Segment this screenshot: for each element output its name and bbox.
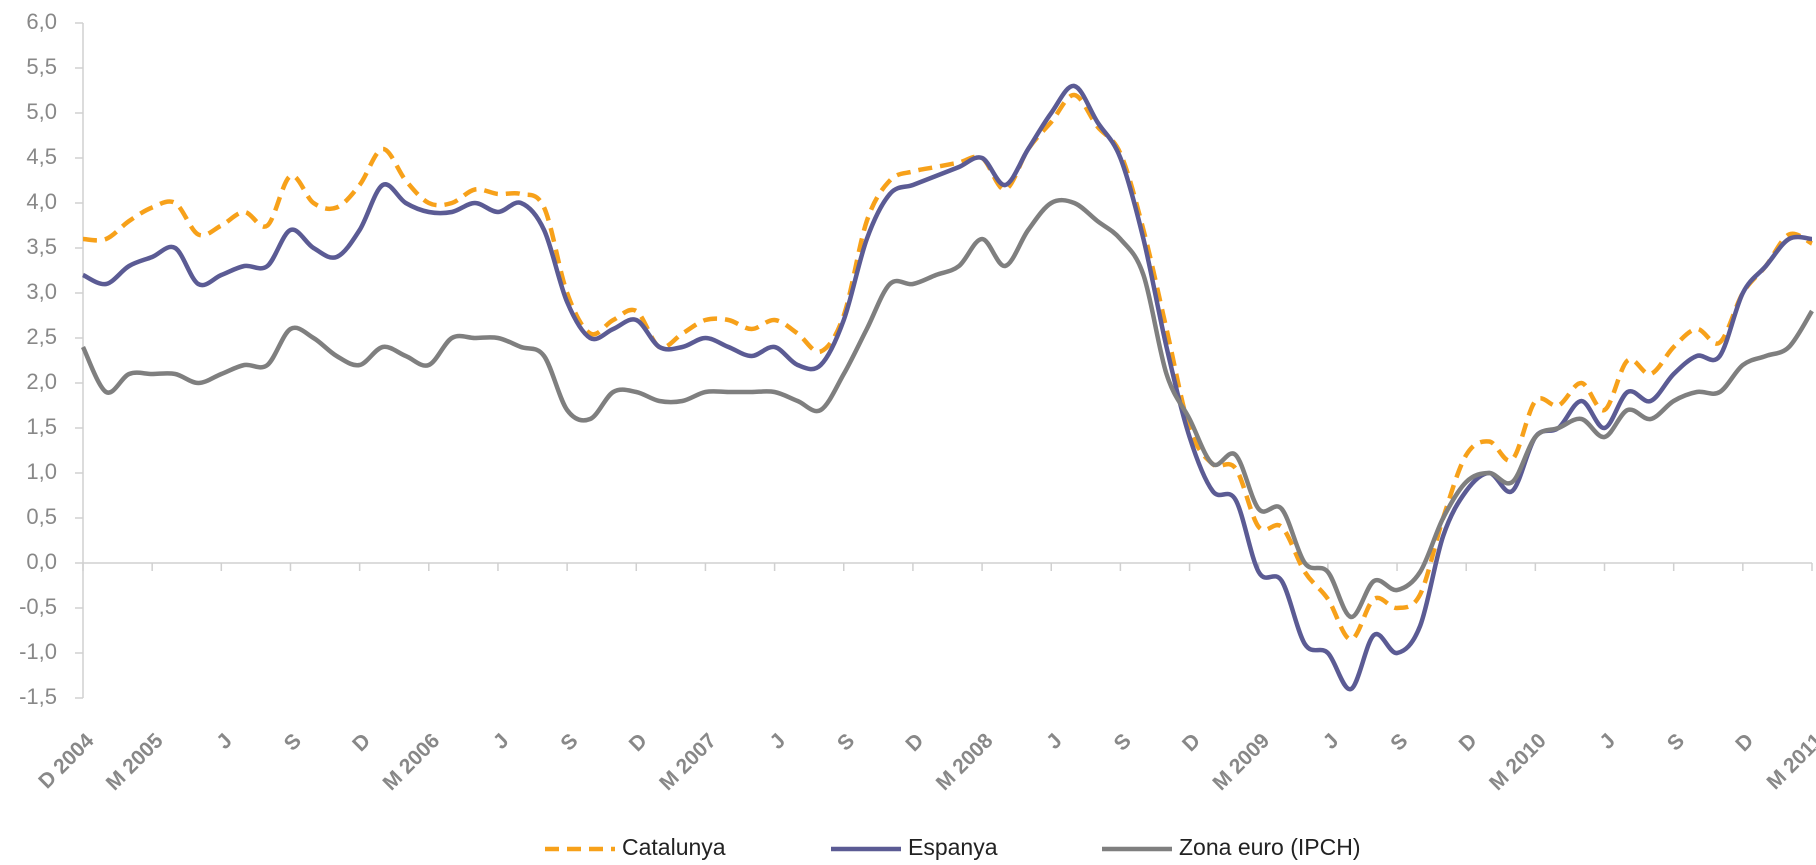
y-tick-label: -1,0 <box>19 639 57 664</box>
x-tick-label: D <box>1731 729 1758 756</box>
y-tick-label: 1,0 <box>26 459 57 484</box>
x-tick-label: D <box>625 729 652 756</box>
y-tick-label: 5,5 <box>26 54 57 79</box>
x-tick-label: D <box>1455 729 1482 756</box>
x-tick-label: D <box>348 729 375 756</box>
x-tick-label: M 2009 <box>1208 729 1274 795</box>
y-tick-label: 5,0 <box>26 99 57 124</box>
y-tick-label: 0,5 <box>26 504 57 529</box>
x-tick-label: J <box>1319 729 1344 754</box>
x-tick-label: J <box>1042 729 1067 754</box>
x-tick-label: J <box>489 729 514 754</box>
x-tick-label: J <box>1595 729 1620 754</box>
series-line <box>82 83 1813 692</box>
legend-label: Espanya <box>908 834 998 860</box>
x-tick-label: D <box>1178 729 1205 756</box>
x-tick-label: S <box>1110 729 1136 755</box>
y-tick-label: 6,0 <box>26 9 57 34</box>
y-tick-label: 3,0 <box>26 279 57 304</box>
x-tick-label: J <box>766 729 791 754</box>
y-tick-label: 2,0 <box>26 369 57 394</box>
series-line <box>82 92 1814 642</box>
y-tick-label: -1,5 <box>19 684 57 709</box>
y-tick-label: 4,5 <box>26 144 57 169</box>
x-tick-label: J <box>212 729 237 754</box>
x-tick-label: S <box>280 729 306 755</box>
legend-label: Zona euro (IPCH) <box>1179 834 1361 860</box>
x-tick-label: D 2004 <box>34 729 98 793</box>
x-tick-label: M 2011 <box>1762 729 1816 794</box>
x-tick-label: S <box>833 729 859 755</box>
x-tick-label: S <box>1386 729 1412 755</box>
y-tick-label: 0,0 <box>26 549 57 574</box>
x-tick-label: S <box>556 729 582 755</box>
x-tick-label: S <box>1663 729 1689 755</box>
x-tick-label: M 2007 <box>655 729 721 795</box>
y-tick-label: -0,5 <box>19 594 57 619</box>
y-tick-label: 2,5 <box>26 324 57 349</box>
y-tick-label: 1,5 <box>26 414 57 439</box>
y-tick-label: 4,0 <box>26 189 57 214</box>
x-tick-label: M 2008 <box>932 729 998 795</box>
x-tick-label: M 2006 <box>378 729 444 795</box>
series-line <box>80 197 1814 620</box>
x-tick-label: M 2010 <box>1485 729 1551 795</box>
y-tick-label: 3,5 <box>26 234 57 259</box>
x-tick-label: M 2005 <box>102 729 168 795</box>
x-tick-label: D <box>901 729 928 756</box>
legend-label: Catalunya <box>622 834 726 860</box>
